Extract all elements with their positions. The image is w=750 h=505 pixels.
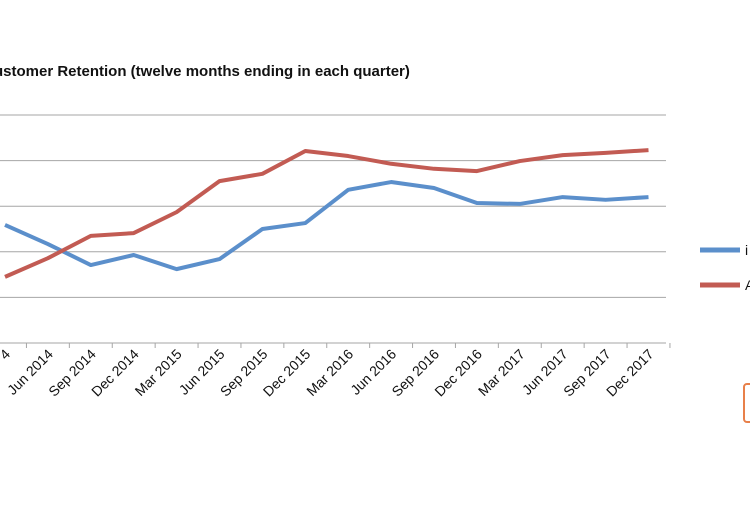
x-tick-label: Mar 2016 xyxy=(303,346,356,399)
legend-label: i xyxy=(745,242,748,258)
x-tick-label: Mar 2017 xyxy=(475,346,528,399)
x-tick-label: Dec 2016 xyxy=(431,346,485,400)
partial-box xyxy=(743,383,750,423)
x-tick-label: Dec 2015 xyxy=(260,346,314,400)
x-tick-label: 4 xyxy=(0,346,13,363)
x-tick-label: Dec 2017 xyxy=(603,346,657,400)
x-tick-label: Dec 2014 xyxy=(88,346,142,400)
series-line xyxy=(4,148,649,279)
x-tick-label: Mar 2015 xyxy=(132,346,185,399)
legend-label: A xyxy=(745,277,750,293)
series-line xyxy=(4,180,649,272)
chart-title: ustomer Retention (twelve months ending … xyxy=(0,63,410,80)
